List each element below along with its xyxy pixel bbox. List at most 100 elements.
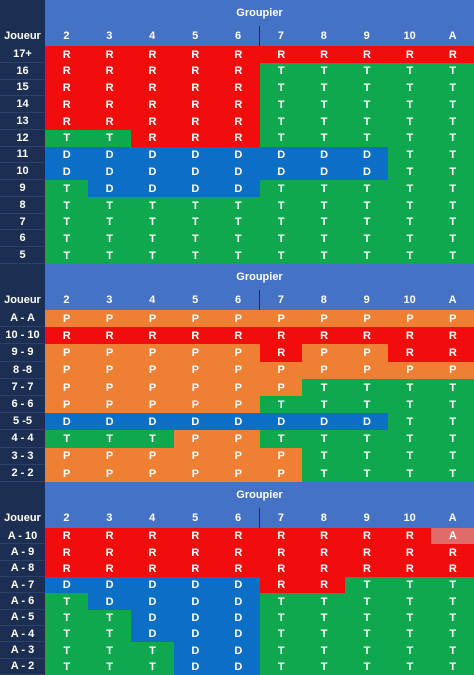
action-cell: P: [431, 310, 474, 328]
column-header: 4: [130, 26, 174, 46]
action-cell: R: [302, 577, 346, 594]
action-cell: D: [87, 577, 132, 594]
action-cell: T: [45, 658, 89, 675]
action-cell: T: [431, 213, 474, 231]
column-header: 7: [259, 508, 303, 528]
action-cell: R: [45, 46, 89, 64]
action-cell: T: [431, 180, 474, 198]
row-label: 10 - 10: [0, 327, 45, 345]
row-label: 7: [0, 213, 45, 231]
action-cell: T: [345, 577, 389, 594]
action-cell: P: [173, 378, 218, 397]
action-cell: D: [173, 413, 218, 431]
action-cell: R: [259, 46, 303, 64]
column-header: 5: [173, 26, 217, 46]
action-cell: R: [130, 96, 175, 114]
action-cell: P: [87, 344, 132, 363]
action-cell: T: [216, 196, 260, 215]
action-cell: P: [87, 378, 132, 397]
action-cell: R: [173, 327, 218, 345]
action-cell: D: [45, 146, 89, 164]
action-cell: R: [216, 62, 260, 81]
action-cell: T: [345, 79, 389, 97]
action-cell: P: [45, 361, 89, 380]
action-cell: T: [173, 196, 218, 215]
column-header: 6: [216, 26, 260, 46]
action-cell: T: [302, 593, 346, 611]
action-cell: R: [388, 344, 432, 363]
action-cell: R: [216, 79, 260, 97]
action-cell: T: [216, 247, 260, 265]
action-cell: T: [388, 96, 432, 114]
action-cell: R: [173, 96, 218, 114]
action-cell: P: [45, 396, 89, 414]
action-cell: T: [87, 213, 132, 231]
action-cell: T: [388, 642, 432, 660]
action-cell: R: [173, 544, 218, 562]
action-cell: D: [87, 163, 132, 181]
row-label: 17+: [0, 46, 45, 63]
action-cell: T: [345, 464, 389, 483]
action-cell: T: [388, 396, 432, 414]
column-header: 5: [173, 290, 217, 310]
column-header: 9: [345, 290, 389, 310]
action-cell: T: [431, 413, 474, 431]
action-cell: R: [130, 113, 175, 131]
action-cell: P: [130, 378, 175, 397]
row-label: 15: [0, 79, 45, 97]
action-cell: T: [431, 626, 474, 643]
action-cell: T: [45, 593, 89, 611]
action-cell: P: [216, 310, 260, 328]
action-cell: D: [345, 146, 389, 164]
action-cell: R: [173, 560, 218, 578]
action-cell: T: [431, 129, 474, 148]
action-cell: T: [302, 230, 346, 248]
action-cell: D: [216, 163, 260, 181]
action-cell: T: [388, 593, 432, 611]
action-cell: T: [45, 213, 89, 231]
action-cell: R: [302, 46, 346, 64]
action-cell: P: [130, 396, 175, 414]
action-cell: T: [302, 196, 346, 215]
action-cell: T: [259, 430, 303, 449]
action-cell: D: [130, 180, 175, 198]
action-cell: T: [130, 196, 175, 215]
column-header: 8: [302, 290, 346, 310]
action-cell: R: [216, 113, 260, 131]
action-cell: T: [302, 113, 346, 131]
action-cell: T: [45, 626, 89, 643]
section-title: Groupier: [45, 482, 474, 508]
action-cell: T: [431, 163, 474, 181]
action-cell: P: [259, 378, 303, 397]
column-header: 2: [45, 508, 88, 528]
action-cell: D: [173, 658, 218, 675]
action-cell: D: [173, 642, 218, 660]
action-cell: R: [173, 46, 218, 64]
action-cell: P: [259, 464, 303, 483]
action-cell: T: [431, 378, 474, 397]
row-label: 13: [0, 113, 45, 130]
action-cell: T: [388, 626, 432, 643]
action-cell: P: [216, 344, 260, 363]
action-cell: R: [87, 544, 132, 562]
action-cell: T: [388, 413, 432, 431]
column-header: 9: [345, 508, 389, 528]
action-cell: R: [259, 544, 303, 562]
action-cell: D: [87, 593, 132, 611]
action-cell: T: [388, 196, 432, 215]
action-cell: T: [302, 62, 346, 81]
row-label: 3 - 3: [0, 447, 45, 465]
action-cell: R: [45, 113, 89, 131]
action-cell: P: [173, 361, 218, 380]
action-cell: T: [345, 62, 389, 81]
action-cell: T: [87, 626, 132, 643]
action-cell: D: [173, 163, 218, 181]
row-label: 16: [0, 62, 45, 80]
action-cell: T: [259, 642, 303, 660]
action-cell: P: [388, 310, 432, 328]
action-cell: T: [302, 129, 346, 148]
action-cell: R: [130, 46, 175, 64]
action-cell: T: [302, 180, 346, 198]
column-header: 6: [216, 290, 260, 310]
action-cell: R: [345, 544, 389, 562]
